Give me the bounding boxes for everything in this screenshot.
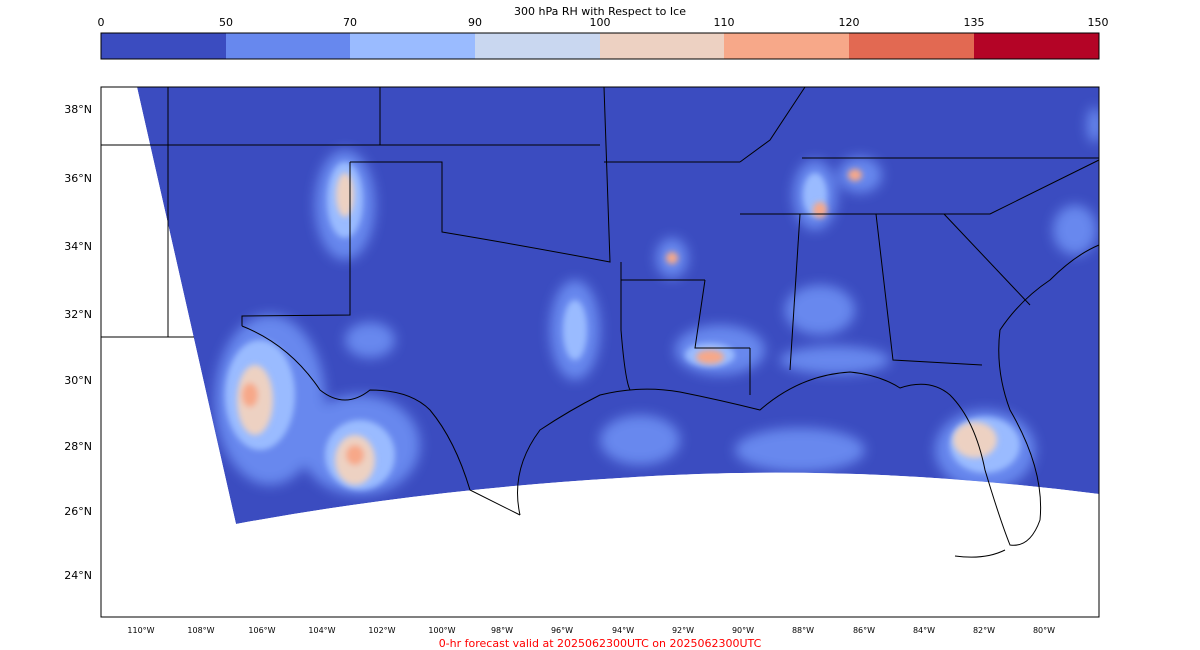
- state-border: [241, 162, 351, 326]
- lon-label: 94°W: [612, 626, 634, 635]
- lon-label: 92°W: [672, 626, 694, 635]
- lat-label: 30°N: [64, 374, 92, 387]
- colorbar-segment: [724, 33, 849, 59]
- rh-blob: [1087, 107, 1099, 143]
- lon-label: 108°W: [187, 626, 214, 635]
- rh-blob: [785, 285, 855, 335]
- colorbar-segment: [849, 33, 974, 59]
- lon-label: 90°W: [732, 626, 754, 635]
- state-border: [740, 159, 1100, 215]
- colorbar-segment: [974, 33, 1099, 59]
- rh-blob: [735, 428, 865, 472]
- map-borders: [101, 86, 1100, 558]
- colorbar-tick: 150: [1088, 16, 1109, 29]
- forecast-valid-text: 0-hr forecast valid at 2025062300UTC on …: [439, 637, 762, 650]
- rh-blob: [696, 350, 724, 364]
- lat-label: 38°N: [64, 103, 92, 116]
- latitude-labels: 38°N 36°N 34°N 32°N 30°N 28°N 26°N 24°N: [64, 103, 92, 582]
- rh-blob: [563, 300, 587, 360]
- colorbar-tick: 120: [839, 16, 860, 29]
- colorbar-tick: 0: [98, 16, 105, 29]
- colorbar-segment: [101, 33, 226, 59]
- rh-field: [137, 87, 1099, 524]
- colorbar-title: 300 hPa RH with Respect to Ice: [514, 5, 686, 18]
- rh-blob: [780, 346, 890, 374]
- lat-label: 36°N: [64, 172, 92, 185]
- state-border: [620, 262, 631, 391]
- state-border: [241, 325, 521, 516]
- state-border: [739, 86, 806, 163]
- colorbar-frame: [100, 32, 1100, 60]
- lon-label: 84°W: [913, 626, 935, 635]
- lon-label: 82°W: [973, 626, 995, 635]
- rh-blob: [1053, 205, 1097, 255]
- colorbar-segment: [475, 33, 600, 59]
- colorbar-tick: 100: [590, 16, 611, 29]
- state-border: [875, 213, 983, 366]
- lon-label: 100°W: [428, 626, 455, 635]
- rh-blob: [848, 169, 862, 181]
- lat-label: 32°N: [64, 308, 92, 321]
- coastline: [954, 549, 1006, 558]
- lat-label: 24°N: [64, 569, 92, 582]
- rh-blob: [336, 173, 354, 217]
- rh-blob: [242, 383, 258, 407]
- map-area: [100, 86, 1100, 618]
- lon-label: 104°W: [308, 626, 335, 635]
- lat-label: 26°N: [64, 505, 92, 518]
- lon-label: 80°W: [1033, 626, 1055, 635]
- lon-label: 106°W: [248, 626, 275, 635]
- lon-label: 98°W: [491, 626, 513, 635]
- coastline: [517, 244, 1100, 546]
- lon-label: 86°W: [853, 626, 875, 635]
- state-border: [943, 213, 1031, 306]
- state-border: [350, 86, 611, 263]
- rh-blob: [346, 445, 364, 465]
- rh-blob: [345, 322, 395, 358]
- colorbar-tick: 50: [219, 16, 233, 29]
- rh-blob: [813, 202, 827, 218]
- rh-blob: [666, 252, 678, 264]
- lon-label: 96°W: [551, 626, 573, 635]
- colorbar-segment: [350, 33, 475, 59]
- colorbar-tick: 135: [964, 16, 985, 29]
- rh-blob: [600, 415, 680, 465]
- lat-label: 28°N: [64, 440, 92, 453]
- lat-label: 34°N: [64, 240, 92, 253]
- map-frame: [100, 86, 1100, 618]
- lon-label: 88°W: [792, 626, 814, 635]
- lon-label: 110°W: [127, 626, 154, 635]
- rh-blob: [953, 422, 997, 458]
- lon-label: 102°W: [368, 626, 395, 635]
- colorbar-ticks: 0 50 70 90 100 110 120 135 150: [98, 16, 1109, 29]
- colorbar-segment: [600, 33, 724, 59]
- state-border: [694, 279, 750, 349]
- state-border: [789, 213, 801, 371]
- colorbar-segment: [226, 33, 350, 59]
- colorbar: [100, 32, 1100, 60]
- longitude-labels: 110°W 108°W 106°W 104°W 102°W 100°W 98°W…: [127, 626, 1055, 635]
- colorbar-tick: 90: [468, 16, 482, 29]
- colorbar-tick: 110: [714, 16, 735, 29]
- colorbar-tick: 70: [343, 16, 357, 29]
